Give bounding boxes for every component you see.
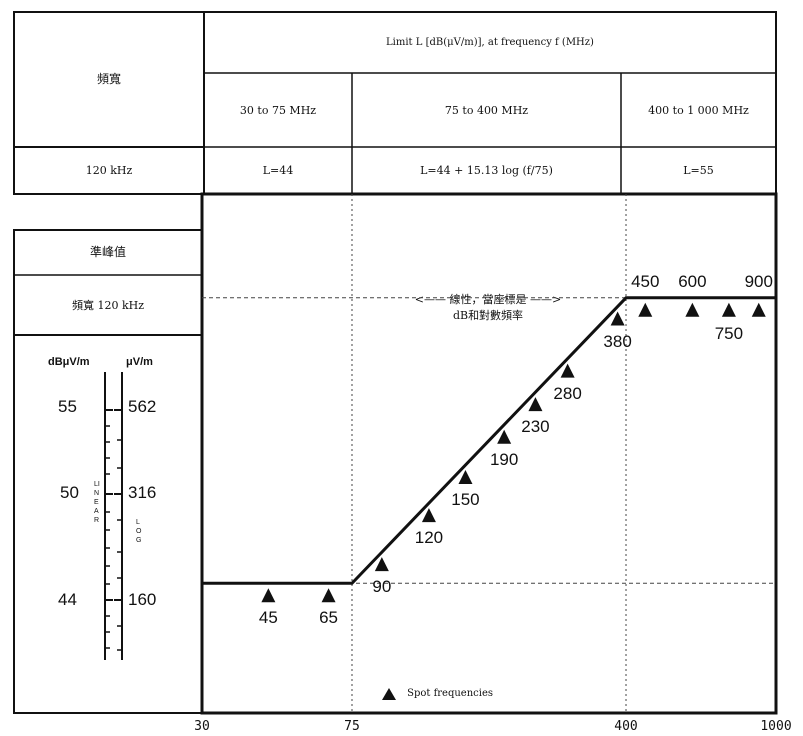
annotation-line-2: dB和對數頻率 bbox=[452, 309, 524, 322]
spot-frequency-label: 65 bbox=[319, 608, 339, 628]
spot-frequency-marker bbox=[321, 588, 336, 603]
range-30-75: 30 to 75 MHz bbox=[239, 103, 317, 117]
formula-400-1000: L=55 bbox=[683, 164, 714, 177]
scale-uv-316: 316 bbox=[128, 483, 157, 502]
spot-frequency-marker bbox=[421, 508, 436, 523]
formula-75-400: L=44 + 15.13 log (f/75) bbox=[420, 164, 553, 177]
arrow-right: ——> bbox=[530, 293, 562, 306]
scale-db-44: 44 bbox=[58, 590, 77, 609]
range-400-1000: 400 to 1 000 MHz bbox=[648, 103, 749, 117]
spot-frequency-marker bbox=[638, 302, 653, 317]
limit-line bbox=[202, 296, 776, 585]
right-unit-label: μV/m bbox=[126, 356, 153, 368]
spot-frequency-label: 230 bbox=[521, 417, 550, 437]
spot-frequency-label: 380 bbox=[603, 331, 632, 351]
legend-label: Spot frequencies bbox=[407, 688, 494, 699]
x-tick-label: 400 bbox=[614, 719, 638, 734]
bandwidth-value: 120 kHz bbox=[85, 164, 133, 177]
spot-frequency-marker bbox=[721, 302, 736, 317]
x-tick-label: 75 bbox=[344, 719, 360, 734]
scale-uv-562: 562 bbox=[128, 397, 157, 416]
arrow-left: <—— bbox=[414, 293, 446, 306]
spot-frequency-marker bbox=[610, 311, 625, 326]
spot-frequency-label: 280 bbox=[553, 383, 582, 403]
spot-frequency-marker bbox=[528, 397, 543, 412]
spot-frequency-label: 450 bbox=[631, 271, 660, 291]
legend: Spot frequencies bbox=[382, 683, 493, 702]
spot-frequency-label: 120 bbox=[414, 528, 444, 548]
spot-frequency-label: 150 bbox=[451, 490, 480, 510]
detector-label: 準峰值 bbox=[89, 245, 126, 259]
left-unit-label: dBμV/m bbox=[48, 356, 90, 368]
x-tick-label: 30 bbox=[194, 719, 210, 734]
spot-frequency-marker bbox=[458, 470, 473, 485]
scale-db-55: 55 bbox=[58, 397, 77, 416]
spot-frequency-label: 45 bbox=[258, 608, 278, 628]
spot-frequency-marker bbox=[497, 429, 512, 444]
scale-uv-160: 160 bbox=[128, 590, 157, 609]
spot-frequency-marker bbox=[560, 363, 575, 378]
annotation-line-1: 線性，當座標是 bbox=[449, 293, 527, 306]
limit-header: Limit L [dB(μV/m)], at frequency f (MHz) bbox=[386, 37, 594, 48]
spot-frequency-label: 600 bbox=[678, 271, 707, 291]
spot-frequency-marker bbox=[374, 557, 389, 572]
range-75-400: 75 to 400 MHz bbox=[444, 103, 529, 117]
spot-frequency-label: 90 bbox=[372, 577, 392, 597]
log-label: LOG bbox=[136, 519, 142, 544]
spot-frequency-label: 900 bbox=[744, 271, 773, 291]
bandwidth-label: 頻寬 120 kHz bbox=[71, 298, 145, 312]
spot-frequency-label: 190 bbox=[489, 449, 519, 469]
x-tick-label: 1000 bbox=[760, 719, 792, 734]
linear-label: LINEAR bbox=[94, 481, 100, 524]
legend-triangle-icon bbox=[382, 687, 396, 700]
scale-db-50: 50 bbox=[60, 483, 79, 502]
spot-frequency-marker bbox=[261, 588, 276, 603]
spot-frequency-marker bbox=[751, 302, 766, 317]
formula-30-75: L=44 bbox=[262, 164, 294, 177]
spot-frequency-label: 750 bbox=[714, 323, 744, 343]
linear-annotation: <—— 線性，當座標是 ——> dB和對數頻率 bbox=[372, 292, 604, 324]
bandwidth-header: 頻寬 bbox=[96, 72, 121, 86]
spot-frequency-marker bbox=[685, 302, 700, 317]
